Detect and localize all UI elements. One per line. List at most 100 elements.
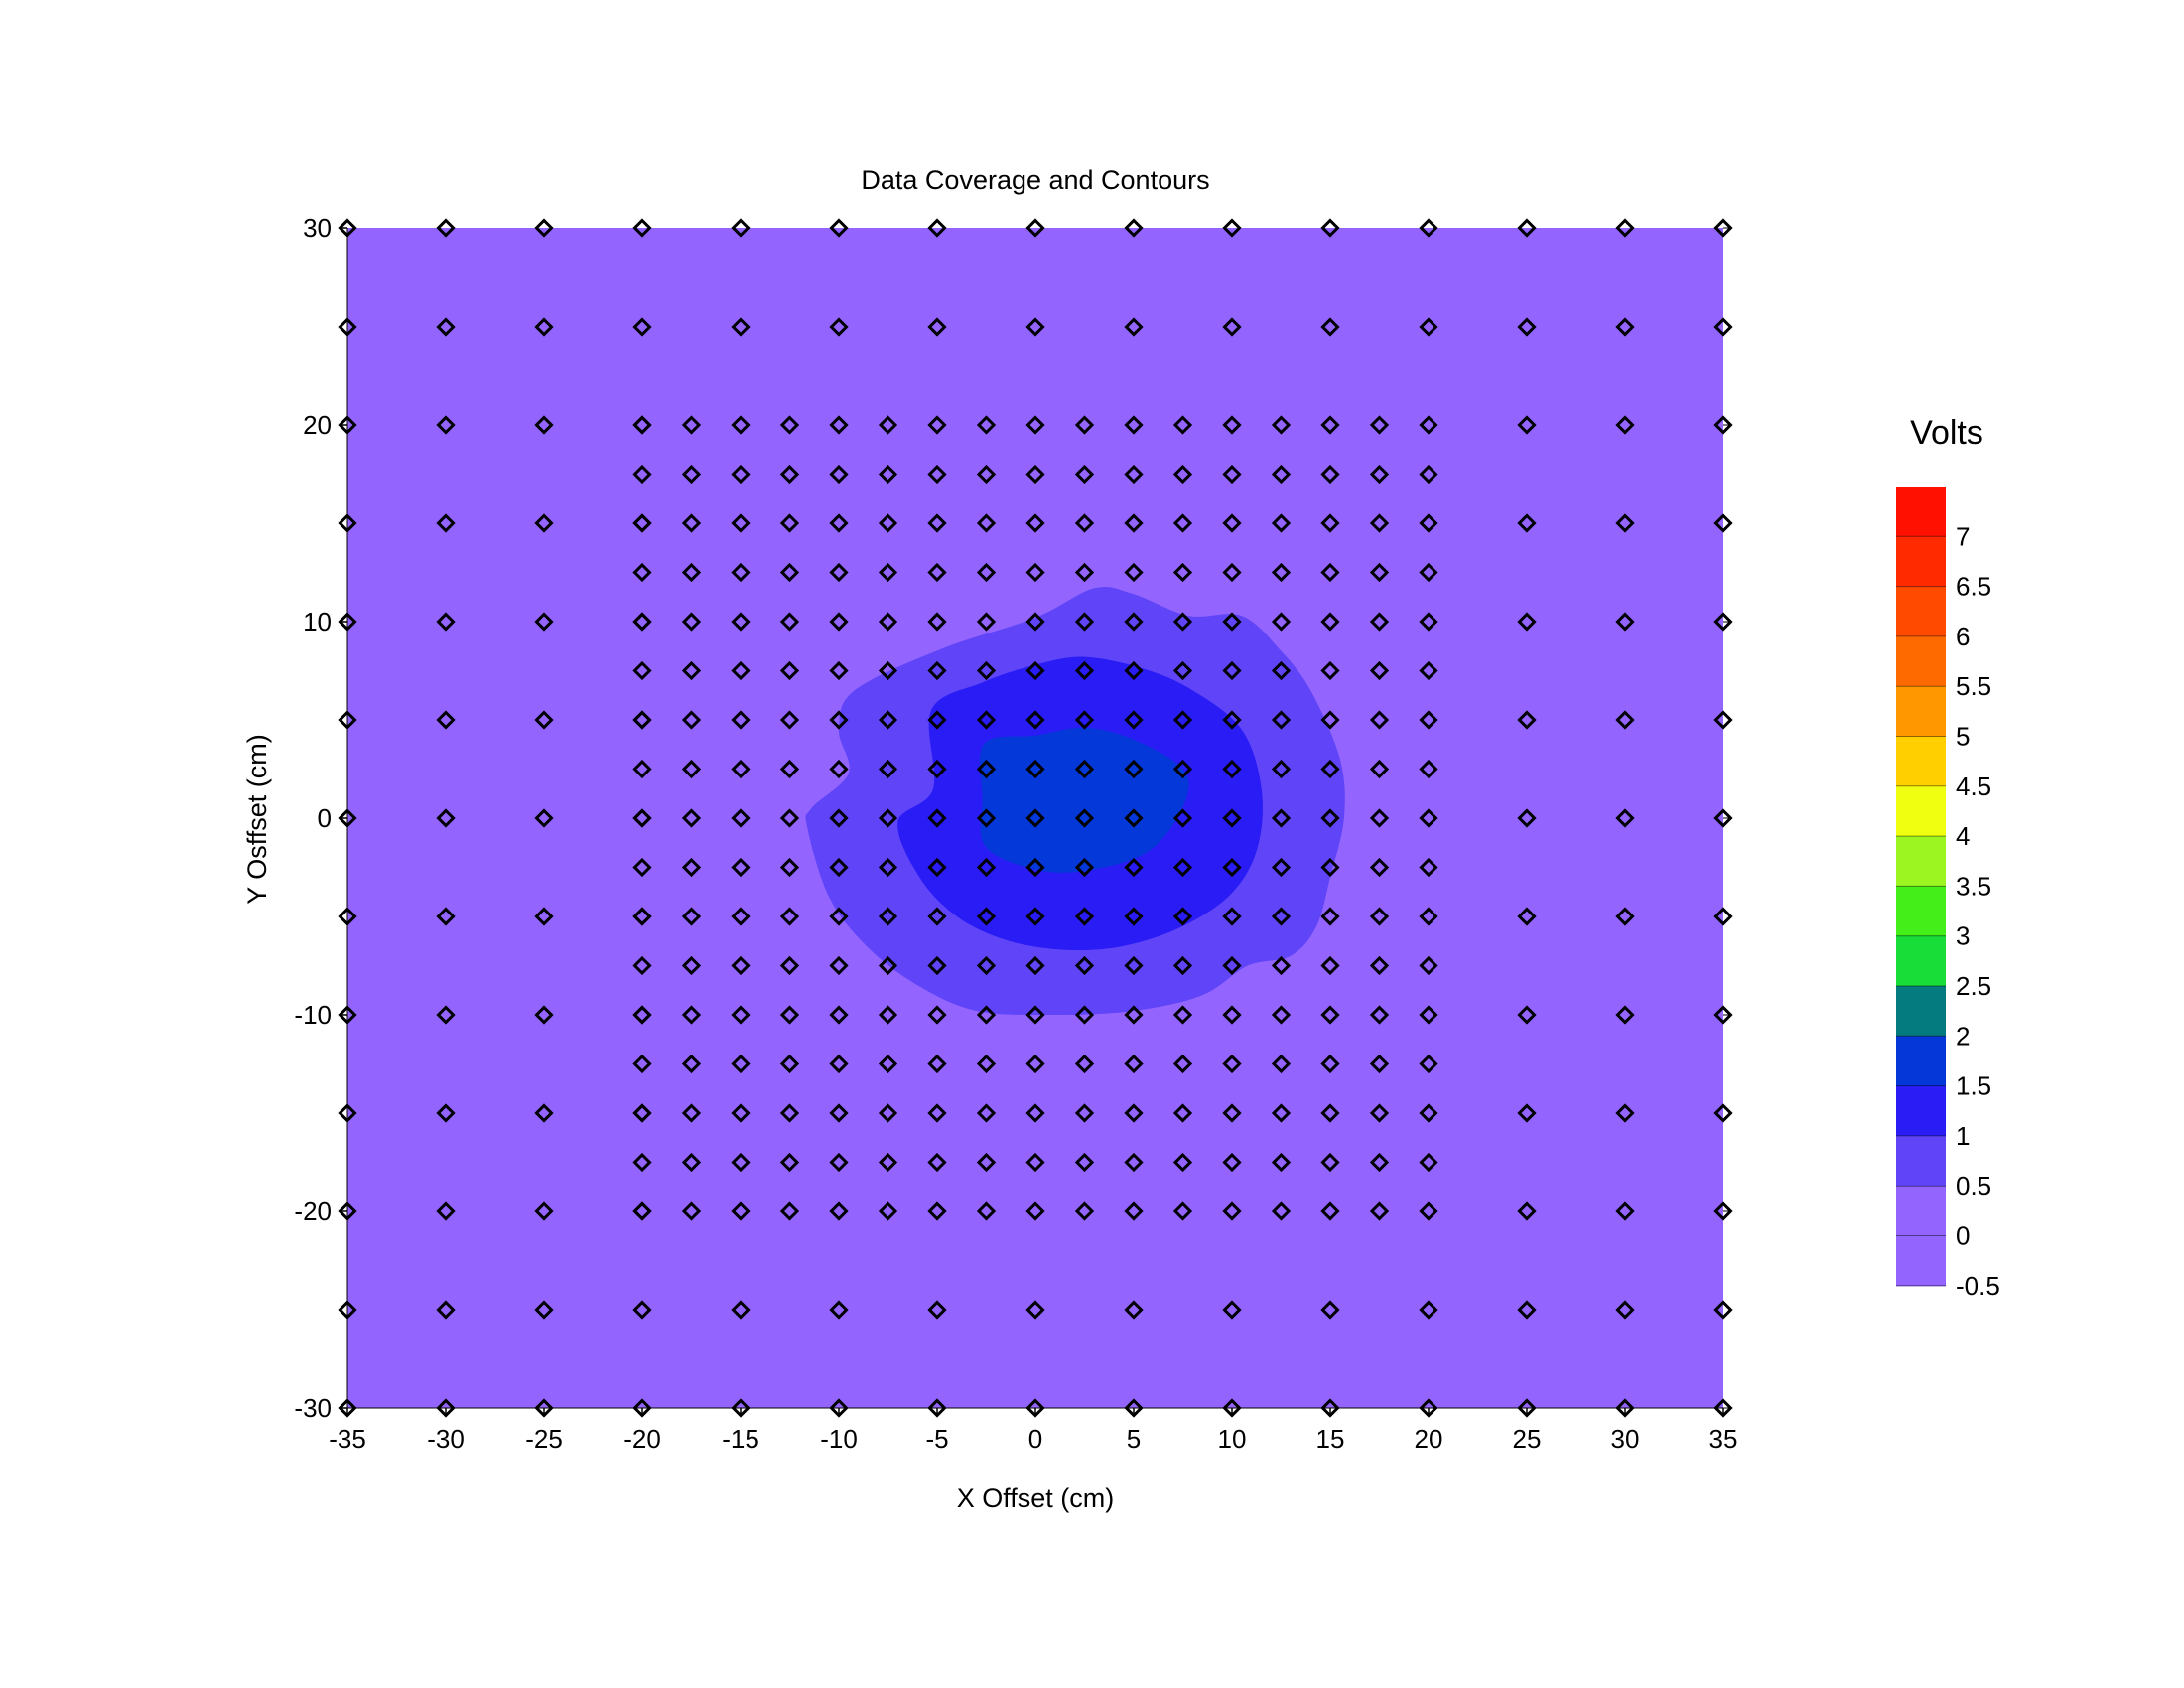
y-tick-label: 10 xyxy=(303,607,332,636)
legend-band xyxy=(1896,586,1946,637)
sample-point xyxy=(534,710,554,730)
sample-point xyxy=(829,1005,849,1025)
sample-point xyxy=(829,513,849,533)
sample-point xyxy=(976,1005,997,1025)
sample-point xyxy=(338,1300,357,1320)
legend-label: 0.5 xyxy=(1956,1171,1991,1200)
sample-point xyxy=(878,1152,898,1173)
sample-point xyxy=(1419,710,1438,730)
sample-point xyxy=(731,1300,751,1320)
sample-point xyxy=(1320,1201,1340,1221)
sample-point xyxy=(1419,1103,1438,1123)
sample-point xyxy=(1419,612,1438,632)
legend-band xyxy=(1896,1135,1946,1187)
legend-band xyxy=(1896,736,1946,787)
sample-point xyxy=(731,955,751,976)
sample-point xyxy=(829,907,849,926)
sample-point xyxy=(1369,1054,1390,1074)
sample-point xyxy=(1172,1152,1193,1173)
sample-point xyxy=(1419,907,1438,926)
sample-point xyxy=(1320,857,1340,878)
sample-point xyxy=(1419,660,1438,681)
sample-point xyxy=(878,562,898,583)
sample-point xyxy=(632,218,652,238)
sample-point xyxy=(1369,1103,1390,1123)
sample-point xyxy=(1369,710,1390,730)
sample-point xyxy=(1419,317,1438,337)
sample-point xyxy=(1271,513,1292,533)
sample-point xyxy=(1025,1201,1045,1221)
sample-point xyxy=(1713,1398,1733,1418)
sample-point xyxy=(1124,1054,1144,1074)
legend-label: 1 xyxy=(1956,1121,1970,1151)
sample-point xyxy=(1369,562,1390,583)
sample-point xyxy=(632,1300,652,1320)
sample-point xyxy=(1124,907,1144,926)
sample-point xyxy=(927,660,947,681)
sample-point xyxy=(927,1054,947,1074)
sample-point xyxy=(1271,808,1292,828)
sample-point xyxy=(681,1201,702,1221)
sample-point xyxy=(731,907,751,926)
sample-point xyxy=(1517,907,1537,926)
legend-band xyxy=(1896,935,1946,987)
legend-label: 2 xyxy=(1956,1021,1970,1051)
sample-point xyxy=(1222,955,1242,976)
sample-point xyxy=(731,464,751,485)
sample-point xyxy=(878,1201,898,1221)
sample-point xyxy=(1124,513,1144,533)
sample-point xyxy=(338,1398,357,1418)
sample-point xyxy=(976,955,997,976)
sample-point xyxy=(1222,317,1242,337)
sample-point xyxy=(534,1103,554,1123)
sample-point xyxy=(338,1103,357,1123)
sample-point xyxy=(1615,710,1635,730)
sample-point xyxy=(976,660,997,681)
sample-point xyxy=(878,660,898,681)
sample-point xyxy=(1271,1005,1292,1025)
sample-point xyxy=(1025,464,1045,485)
sample-point xyxy=(1419,1152,1438,1173)
sample-point xyxy=(1419,1005,1438,1025)
sample-point xyxy=(927,1005,947,1025)
sample-point xyxy=(436,710,456,730)
sample-point xyxy=(1124,1398,1144,1418)
sample-point xyxy=(829,562,849,583)
sample-point xyxy=(1124,218,1144,238)
sample-point xyxy=(1172,1201,1193,1221)
sample-point xyxy=(927,857,947,878)
sample-point xyxy=(1517,1300,1537,1320)
legend-label: 3 xyxy=(1956,921,1970,951)
sample-point xyxy=(1713,710,1733,730)
sample-point xyxy=(927,1103,947,1123)
sample-point xyxy=(829,1103,849,1123)
legend-label: 2.5 xyxy=(1956,971,1991,1001)
sample-point xyxy=(1419,464,1438,485)
sample-point xyxy=(1320,562,1340,583)
sample-point xyxy=(1222,1152,1242,1173)
sample-point xyxy=(976,1152,997,1173)
sample-point xyxy=(927,955,947,976)
sample-point xyxy=(878,1005,898,1025)
sample-point xyxy=(1369,907,1390,926)
sample-point xyxy=(1369,1152,1390,1173)
sample-point xyxy=(731,660,751,681)
sample-point xyxy=(681,759,702,779)
sample-point xyxy=(534,317,554,337)
sample-point xyxy=(1320,1005,1340,1025)
colorbar-legend: Volts 7 6.5 6 5.5 5 4.5 4 3.5 3 2.5 2 1.5 1 0.5 0 -0.5 xyxy=(1896,414,2000,1301)
x-tick-label: -25 xyxy=(525,1424,563,1454)
sample-point xyxy=(1222,808,1242,828)
sample-point xyxy=(632,907,652,926)
sample-point xyxy=(681,612,702,632)
sample-point xyxy=(731,612,751,632)
sample-point xyxy=(1419,955,1438,976)
sample-point xyxy=(1419,562,1438,583)
sample-point xyxy=(1025,415,1045,435)
sample-point xyxy=(436,1398,456,1418)
sample-point xyxy=(1074,513,1095,533)
sample-point xyxy=(1025,955,1045,976)
sample-point xyxy=(829,857,849,878)
legend-band xyxy=(1896,886,1946,937)
sample-point xyxy=(731,1152,751,1173)
